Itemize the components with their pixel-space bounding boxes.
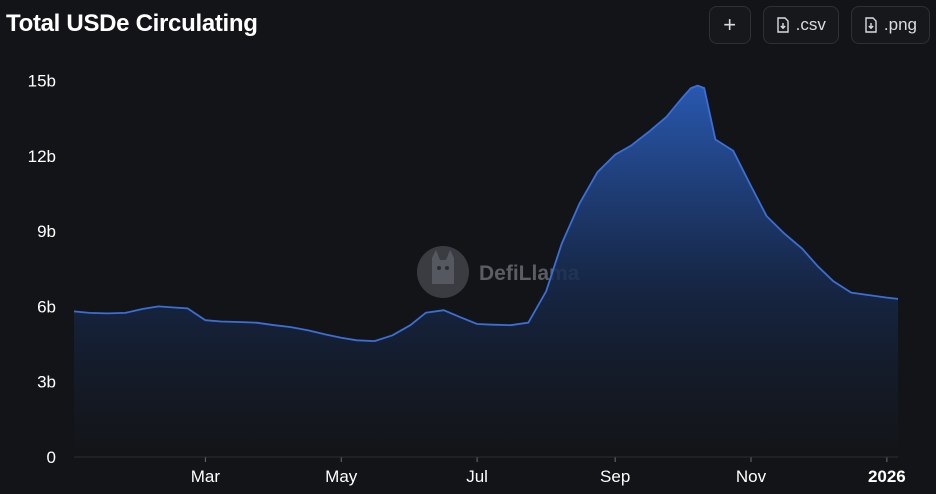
llama-logo-icon: [417, 246, 469, 298]
y-axis: 0 3b 6b 9b 12b 15b: [28, 72, 56, 467]
y-tick-label: 0: [47, 448, 56, 467]
y-tick-label: 12b: [28, 147, 56, 166]
x-tick-label: Jul: [466, 467, 488, 486]
x-tick-label: May: [325, 467, 358, 486]
chart-title: Total USDe Circulating: [6, 10, 258, 37]
download-png-button[interactable]: .png: [850, 6, 930, 44]
x-tick-label: Nov: [736, 467, 767, 486]
x-axis: Mar May Jul Sep Nov 2026: [191, 457, 906, 486]
csv-label: .csv: [795, 15, 826, 34]
download-file-icon: [865, 17, 877, 33]
plus-icon: +: [723, 12, 737, 37]
y-tick-label: 6b: [37, 297, 56, 316]
x-tick-label: Sep: [600, 467, 630, 486]
x-tick-label: 2026: [868, 467, 906, 486]
chart-toolbar: + .csv .png: [708, 6, 930, 44]
download-csv-button[interactable]: .csv: [762, 6, 839, 44]
x-tick-label: Mar: [191, 467, 221, 486]
y-tick-label: 3b: [37, 373, 56, 392]
download-file-icon: [776, 17, 789, 33]
png-label: .png: [883, 15, 917, 34]
y-tick-label: 15b: [28, 72, 56, 91]
add-to-dashboard-button[interactable]: +: [708, 6, 751, 44]
usde-series-line: [73, 84, 899, 343]
usde-area-fill: [74, 85, 898, 457]
y-tick-label: 9b: [37, 222, 56, 241]
